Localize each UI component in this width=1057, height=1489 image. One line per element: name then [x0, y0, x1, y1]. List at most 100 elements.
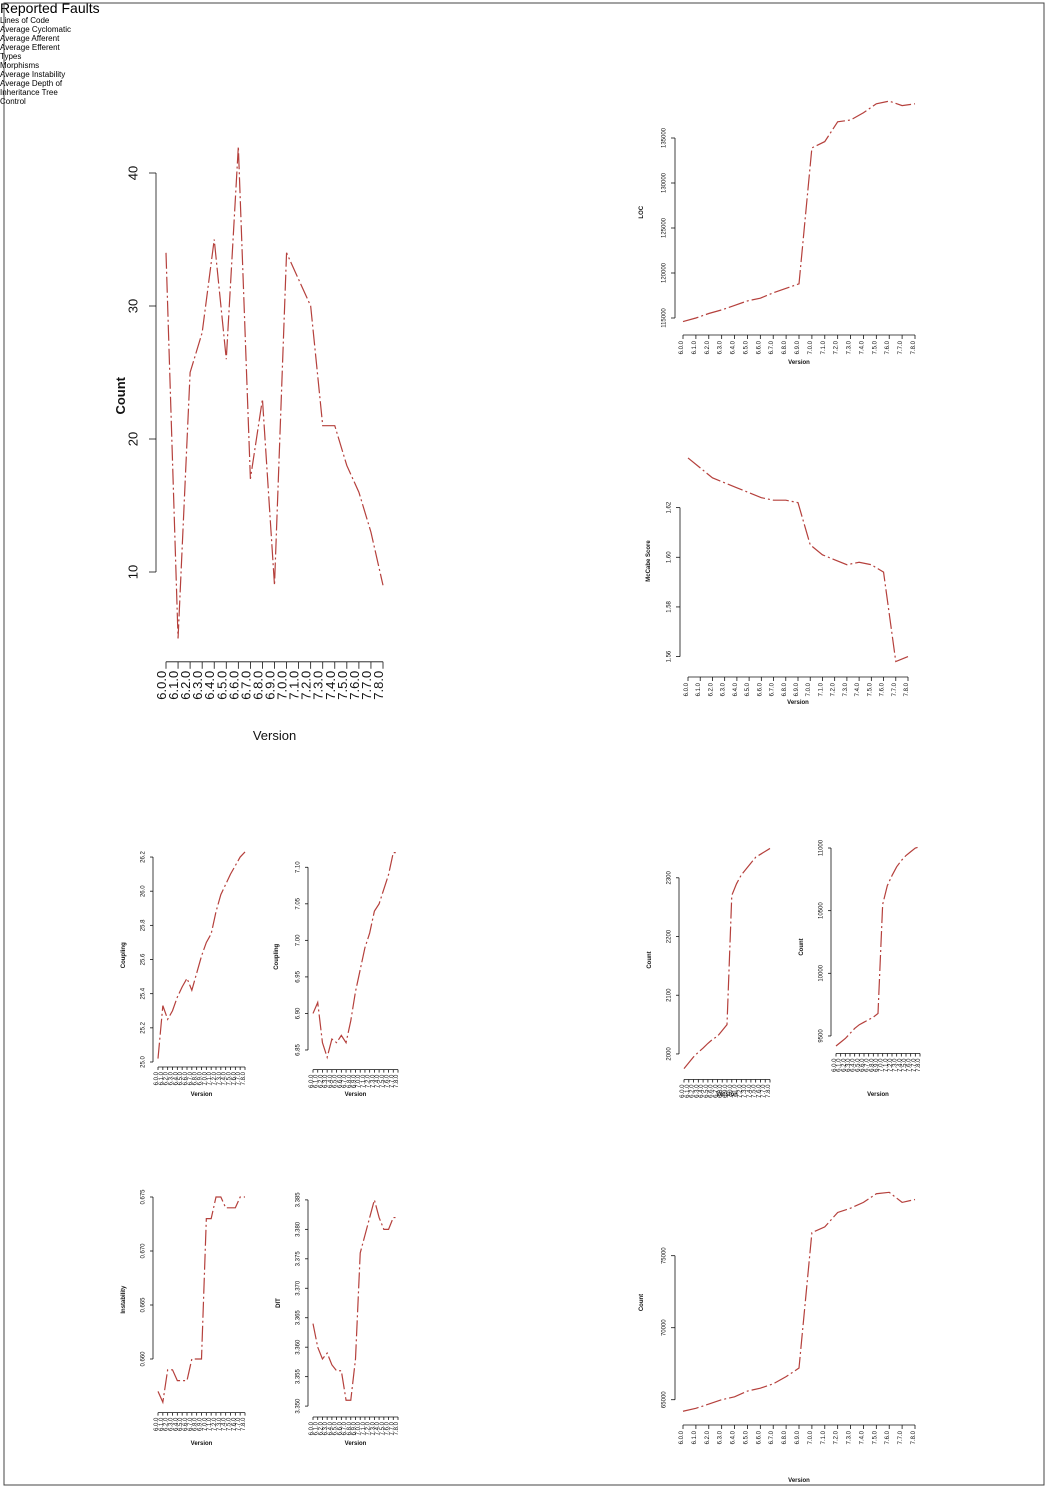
- x-tick-label: 6.7.0: [713, 1084, 719, 1098]
- x-tick-label: 7.3.0: [742, 1084, 748, 1098]
- x-tick-label: 6.6.0: [183, 1071, 189, 1085]
- x-tick-label: 7.7.0: [911, 1058, 917, 1072]
- x-tick-label: 6.9.0: [352, 1421, 358, 1435]
- chart-title: Control: [0, 97, 26, 106]
- x-tick-label: 6.3.0: [323, 1074, 329, 1088]
- y-tick-label: 10: [125, 565, 140, 579]
- x-tick-label: 7.4.0: [222, 1071, 228, 1085]
- x-tick-label: 6.1.0: [166, 671, 181, 700]
- x-tick-label: 7.6.0: [231, 1071, 237, 1085]
- y-tick-label: 40: [125, 166, 140, 180]
- y-axis-label: Coupling: [121, 942, 127, 968]
- y-tick-label: 11000: [819, 839, 825, 856]
- x-tick-label: 7.3.0: [370, 1074, 376, 1088]
- x-tick-label: 6.7.0: [188, 1071, 194, 1085]
- x-tick-label: 6.3.0: [323, 1421, 329, 1435]
- x-tick-label: 7.7.0: [761, 1084, 767, 1098]
- x-tick-label: 6.5.0: [214, 671, 229, 700]
- y-tick-label: 9500: [819, 1029, 825, 1043]
- x-tick-label: 7.8.0: [911, 340, 917, 354]
- x-tick-label: 7.3.0: [311, 671, 326, 700]
- x-tick-label: 7.8.0: [241, 1417, 247, 1431]
- x-tick-label: 6.7.0: [238, 671, 253, 700]
- x-tick-label: 7.6.0: [885, 340, 891, 354]
- x-axis-label: Version: [716, 1092, 738, 1098]
- x-tick-label: 7.3.0: [370, 1421, 376, 1435]
- x-tick-label: 7.8.0: [904, 682, 910, 696]
- x-tick-label: 6.5.0: [743, 340, 749, 354]
- x-tick-label: 6.0.0: [309, 1421, 315, 1435]
- y-tick-label: 2000: [667, 1047, 673, 1061]
- y-tick-label: 25.6: [141, 953, 147, 965]
- x-tick-label: 7.8.0: [241, 1071, 247, 1085]
- x-tick-label: 6.0.0: [154, 1417, 160, 1431]
- y-tick-label: 20: [125, 432, 140, 446]
- x-tick-label: 6.6.0: [757, 682, 763, 696]
- x-axis-label: Version: [345, 1092, 367, 1098]
- x-tick-label: 6.1.0: [159, 1417, 165, 1431]
- x-tick-label: 6.6.0: [709, 1084, 715, 1098]
- x-tick-label: 7.0.0: [202, 1417, 208, 1431]
- x-tick-label: 7.2.0: [366, 1421, 372, 1435]
- y-axis-label: LOC: [639, 205, 645, 218]
- x-axis-label: Version: [867, 1092, 889, 1098]
- x-tick-label: 6.4.0: [699, 1084, 705, 1098]
- x-tick-label: 7.3.0: [847, 1430, 853, 1444]
- x-tick-label: 6.6.0: [860, 1058, 866, 1072]
- x-tick-label: 6.9.0: [874, 1058, 880, 1072]
- y-axis-label: DIT: [276, 1298, 282, 1308]
- y-axis-label: Count: [799, 938, 805, 955]
- x-tick-label: 7.5.0: [380, 1074, 386, 1088]
- x-tick-label: 6.3.0: [718, 340, 724, 354]
- x-tick-label: 6.3.0: [169, 1417, 175, 1431]
- x-tick-label: 7.4.0: [747, 1084, 753, 1098]
- x-tick-label: 7.3.0: [847, 340, 853, 354]
- x-axis-label: Version: [788, 360, 810, 366]
- x-tick-label: 7.5.0: [227, 1417, 233, 1431]
- y-tick-label: 2100: [667, 988, 673, 1002]
- x-tick-label: 6.7.0: [342, 1421, 348, 1435]
- y-tick-label: 2300: [667, 870, 673, 884]
- x-tick-label: 6.4.0: [328, 1074, 334, 1088]
- x-tick-label: 6.9.0: [795, 340, 801, 354]
- x-tick-label: 7.8.0: [371, 671, 386, 700]
- x-tick-label: 6.7.0: [770, 682, 776, 696]
- x-tick-label: 7.5.0: [872, 340, 878, 354]
- y-tick-label: 25.2: [141, 1021, 147, 1033]
- x-tick-label: 7.6.0: [231, 1417, 237, 1431]
- x-tick-label: 6.7.0: [865, 1058, 871, 1072]
- x-tick-label: 6.0.0: [679, 340, 685, 354]
- x-tick-label: 6.3.0: [718, 1430, 724, 1444]
- x-tick-label: 6.5.0: [855, 1058, 861, 1072]
- chart-title: Lines of Code: [0, 16, 50, 25]
- x-tick-label: 7.1.0: [821, 340, 827, 354]
- x-tick-label: 6.8.0: [347, 1074, 353, 1088]
- x-tick-label: 7.2.0: [834, 340, 840, 354]
- y-tick-label: 6.85: [296, 1043, 302, 1055]
- x-axis-label: Version: [191, 1092, 213, 1098]
- y-tick-label: 1.58: [667, 600, 673, 612]
- x-tick-label: 6.8.0: [193, 1071, 199, 1085]
- x-tick-label: 7.7.0: [892, 682, 898, 696]
- x-tick-label: 7.6.0: [907, 1058, 913, 1072]
- x-tick-label: 6.5.0: [178, 1417, 184, 1431]
- y-tick-label: 7.10: [296, 861, 302, 873]
- x-tick-label: 6.9.0: [198, 1417, 204, 1431]
- x-tick-label: 7.1.0: [361, 1421, 367, 1435]
- x-tick-label: 6.5.0: [743, 1430, 749, 1444]
- y-tick-label: 7.00: [296, 934, 302, 946]
- x-tick-label: 7.0.0: [356, 1074, 362, 1088]
- x-tick-label: 6.0.0: [684, 682, 690, 696]
- x-tick-label: 7.5.0: [335, 671, 350, 700]
- x-tick-label: 6.4.0: [202, 671, 217, 700]
- y-tick-label: 3.365: [296, 1310, 302, 1326]
- x-tick-label: 7.7.0: [236, 1071, 242, 1085]
- y-tick-label: 0.675: [141, 1189, 147, 1205]
- x-tick-label: 6.0.0: [154, 671, 169, 700]
- series-line: [683, 847, 771, 1070]
- chart-title: Average Afferent: [0, 34, 60, 43]
- y-tick-label: 25.4: [141, 987, 147, 999]
- y-axis-label: Coupling: [274, 943, 280, 969]
- y-tick-label: 125000: [662, 217, 668, 238]
